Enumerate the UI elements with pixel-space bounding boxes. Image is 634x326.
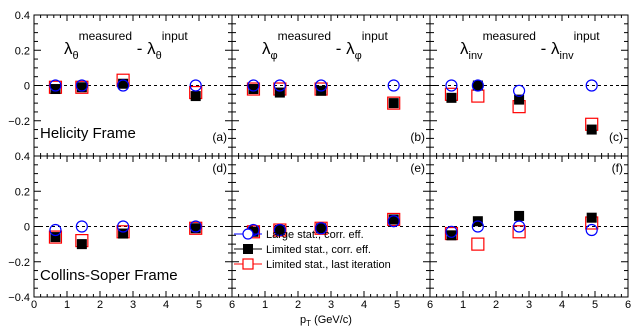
y-tick-label: −0.4 bbox=[8, 292, 30, 304]
legend-label: Limited stat., last iteration bbox=[266, 259, 391, 271]
data-point-limited-stat bbox=[191, 91, 201, 101]
legend-label: Limited stat., corr. eff. bbox=[266, 244, 371, 256]
x-tick-label: 4 bbox=[361, 299, 367, 311]
row-label: Helicity Frame bbox=[40, 125, 136, 142]
x-tick-label: 1 bbox=[460, 299, 466, 311]
x-tick-label: 1 bbox=[262, 299, 268, 311]
data-point-limited-stat bbox=[77, 239, 87, 249]
column-title: λφmeasured - λφinput bbox=[262, 29, 388, 62]
data-point-limited-stat bbox=[587, 125, 597, 135]
y-tick-label: −0.2 bbox=[8, 116, 30, 128]
panel-label: (f) bbox=[612, 161, 623, 175]
legend-marker bbox=[243, 244, 253, 254]
x-tick-label: 2 bbox=[295, 299, 301, 311]
data-point-limited-stat bbox=[389, 98, 399, 108]
x-tick-label: 5 bbox=[592, 299, 598, 311]
panel-label: (e) bbox=[410, 161, 425, 175]
x-tick-label: 6 bbox=[229, 299, 235, 311]
x-tick-label: 3 bbox=[526, 299, 532, 311]
panel-label: (c) bbox=[609, 130, 623, 144]
y-tick-label: 0.4 bbox=[15, 10, 30, 22]
x-tick-label: 1 bbox=[64, 299, 70, 311]
data-point-large-stat bbox=[586, 225, 597, 236]
y-tick-label: 0.4 bbox=[15, 151, 30, 163]
x-tick-label: 6 bbox=[427, 299, 433, 311]
data-point-limited-stat bbox=[446, 93, 456, 103]
column-title: λθmeasured - λθinput bbox=[64, 29, 188, 62]
y-tick-label: 0.2 bbox=[15, 45, 30, 57]
panel-label: (b) bbox=[410, 130, 425, 144]
panel-label: (d) bbox=[212, 161, 227, 175]
legend-marker bbox=[243, 259, 253, 269]
x-tick-label: 4 bbox=[559, 299, 565, 311]
y-tick-label: 0 bbox=[24, 222, 30, 234]
legend-label: Large stat., corr. eff. bbox=[266, 229, 364, 241]
legend-marker bbox=[243, 229, 253, 239]
data-point-limited-stat bbox=[587, 213, 597, 223]
x-tick-label: 2 bbox=[493, 299, 499, 311]
x-axis-label: pT (GeV/c) bbox=[300, 314, 352, 326]
x-tick-label: 6 bbox=[625, 299, 631, 311]
x-tick-label: 3 bbox=[130, 299, 136, 311]
x-tick-label: 5 bbox=[394, 299, 400, 311]
x-tick-label: 2 bbox=[97, 299, 103, 311]
panel-label: (a) bbox=[212, 130, 227, 144]
data-point-limited-stat bbox=[514, 211, 524, 221]
x-tick-label: 0 bbox=[31, 299, 37, 311]
y-tick-label: 0 bbox=[24, 81, 30, 93]
data-point-last-iteration bbox=[472, 238, 484, 250]
y-tick-label: −0.2 bbox=[8, 257, 30, 269]
y-tick-label: 0.2 bbox=[15, 186, 30, 198]
x-tick-label: 4 bbox=[163, 299, 169, 311]
data-point-last-iteration bbox=[472, 90, 484, 102]
row-label: Collins-Soper Frame bbox=[40, 267, 178, 284]
column-title: λinvmeasured - λinvinput bbox=[460, 29, 600, 62]
x-tick-label: 5 bbox=[196, 299, 202, 311]
x-tick-label: 3 bbox=[328, 299, 334, 311]
